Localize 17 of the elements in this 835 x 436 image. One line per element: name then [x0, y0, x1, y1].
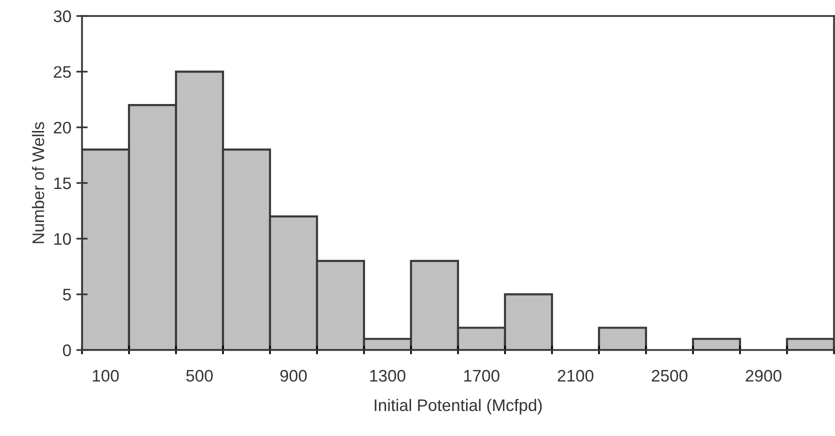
y-tick-label: 30 — [54, 10, 71, 22]
y-axis-title: Number of Wells — [32, 122, 44, 244]
x-tick-label: 1300 — [370, 370, 406, 382]
x-tick-label: 1700 — [464, 370, 500, 382]
y-tick-label: 25 — [54, 66, 71, 78]
x-tick-label: 500 — [186, 370, 213, 382]
x-axis-title: Initial Potential (Mcfpd) — [374, 398, 542, 414]
y-tick-label: 5 — [62, 288, 71, 301]
y-tick-label: 20 — [54, 122, 71, 134]
y-tick-label: 10 — [54, 233, 71, 245]
y-tick-label: 15 — [54, 178, 71, 190]
x-tick-label: 2500 — [652, 370, 688, 382]
x-tick-label: 2100 — [558, 370, 594, 382]
x-tick-label: 900 — [280, 370, 307, 382]
y-tick-label: 0 — [62, 344, 71, 356]
x-tick-label: 100 — [92, 370, 119, 382]
x-tick-label: 2900 — [746, 370, 782, 382]
